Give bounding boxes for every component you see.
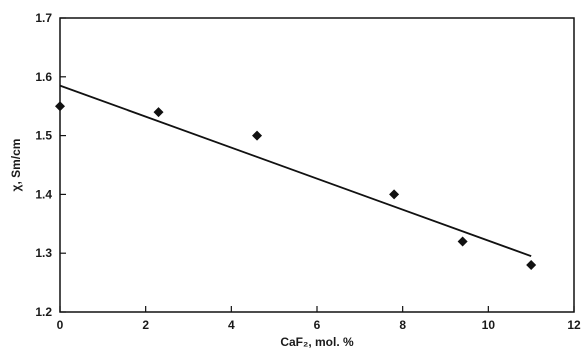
data-point [526,259,537,270]
data-point [457,236,468,247]
data-point [153,107,164,118]
plot-area [59,17,575,313]
trendline-group [59,84,532,257]
data-point [55,101,65,112]
plot-border [59,17,575,313]
y-tick-label: 1.2 [35,305,52,319]
data-point [389,189,400,200]
y-tick-label: 1.7 [35,11,52,25]
y-tick-label: 1.5 [35,129,52,143]
y-tick-label: 1.4 [35,187,52,201]
x-tick-label: 6 [314,318,321,332]
y-tick-label: 1.6 [35,70,52,84]
y-tick-label: 1.3 [35,246,52,260]
y-axis: 1.2 1.3 1.4 1.5 1.6 1.7 [35,11,66,319]
y-axis-title: χ, Sm/cm [9,139,23,192]
data-points [55,101,537,270]
x-axis: 0 2 4 6 8 10 12 [57,306,581,332]
x-axis-title: CaF₂, mol. % [280,335,354,349]
x-tick-label: 12 [567,318,581,332]
x-tick-label: 0 [57,318,64,332]
trendline [59,84,532,257]
x-tick-label: 8 [399,318,406,332]
x-tick-label: 2 [142,318,149,332]
x-tick-label: 10 [482,318,496,332]
x-tick-label: 4 [228,318,235,332]
data-point [252,130,263,141]
